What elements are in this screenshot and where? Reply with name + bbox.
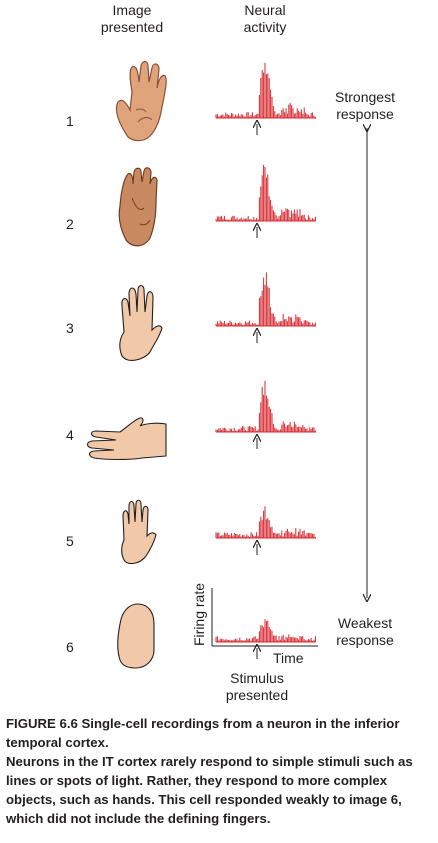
scale-top-line1: Strongest <box>335 89 395 105</box>
row-number-2: 2 <box>66 216 74 232</box>
header-image-line1: Image <box>112 2 152 18</box>
spike-train-2 <box>215 164 316 222</box>
hand-icon-2 <box>118 167 158 247</box>
row-number-1: 1 <box>66 113 74 129</box>
header-neural-activity: Neural activity <box>205 2 325 36</box>
header-neural-line1: Neural <box>244 2 286 18</box>
header-image-presented: Image presented <box>72 2 192 36</box>
spike-train-1 <box>215 62 316 119</box>
header-image-line2: presented <box>100 19 164 35</box>
spike-train-6 <box>215 619 316 643</box>
caption-body: Neurons in the IT cortex rarely respond … <box>6 754 413 826</box>
hand-icon-6 <box>117 603 155 669</box>
spike-train-5 <box>215 506 316 539</box>
scale-top-line2: response <box>336 106 394 122</box>
figure-svg: 1 2 3 4 5 6 Firing rate Time Stimulus pr… <box>66 60 395 703</box>
y-axis-label: Firing rate <box>191 583 207 646</box>
hand-icon-4 <box>86 417 167 461</box>
row-number-6: 6 <box>66 639 74 655</box>
stimulus-label-line1: Stimulus <box>230 670 284 686</box>
x-axis-label: Time <box>273 650 304 666</box>
response-scale: Strongest response Weakest response <box>335 89 395 648</box>
spike-trains <box>215 62 316 643</box>
row-numbers: 1 2 3 4 5 6 <box>66 113 74 655</box>
figure-panel: 1 2 3 4 5 6 Firing rate Time Stimulus pr… <box>66 60 395 703</box>
row-number-3: 3 <box>66 320 74 336</box>
hand-icon-1 <box>115 60 167 142</box>
spike-train-4 <box>215 380 316 433</box>
axes-row-6: Firing rate Time Stimulus presented <box>191 583 318 703</box>
hand-icon-5 <box>121 499 157 565</box>
stimulus-label-line2: presented <box>226 687 288 703</box>
caption-title: FIGURE 6.6 Single-cell recordings from a… <box>6 716 400 750</box>
header-neural-line2: activity <box>243 19 287 35</box>
scale-bottom-line2: response <box>336 632 394 648</box>
row-number-4: 4 <box>66 427 74 443</box>
spike-train-3 <box>215 272 316 327</box>
hand-icon-3 <box>119 284 163 361</box>
figure-caption: FIGURE 6.6 Single-cell recordings from a… <box>6 714 434 828</box>
row-number-5: 5 <box>66 533 74 549</box>
scale-bottom-line1: Weakest <box>338 615 392 631</box>
